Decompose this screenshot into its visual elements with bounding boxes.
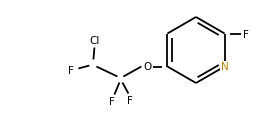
Text: F: F [128,96,133,106]
Text: Cl: Cl [89,35,100,45]
Text: O: O [143,62,151,72]
Text: F: F [243,29,249,39]
Text: F: F [68,65,74,75]
Text: N: N [221,62,229,72]
Text: F: F [109,97,115,107]
